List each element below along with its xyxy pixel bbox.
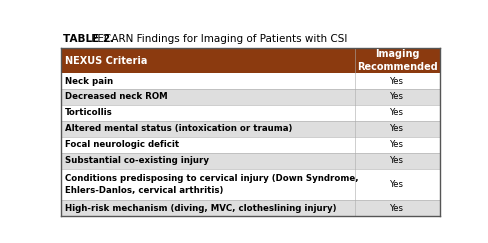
Bar xyxy=(61,73,439,89)
Text: High-risk mechanism (diving, MVC, clotheslining injury): High-risk mechanism (diving, MVC, clothe… xyxy=(65,204,336,213)
Bar xyxy=(61,89,439,105)
Bar xyxy=(61,105,439,121)
Text: Conditions predisposing to cervical injury (Down Syndrome,
Ehlers-Danlos, cervic: Conditions predisposing to cervical inju… xyxy=(65,174,358,194)
Bar xyxy=(61,137,439,153)
Text: PECARN Findings for Imaging of Patients with CSI: PECARN Findings for Imaging of Patients … xyxy=(88,34,347,43)
Bar xyxy=(61,169,439,200)
Bar xyxy=(61,200,439,216)
Text: Yes: Yes xyxy=(389,180,404,189)
Text: Imaging
Recommended: Imaging Recommended xyxy=(356,49,437,72)
Text: Yes: Yes xyxy=(389,156,404,165)
Text: NEXUS Criteria: NEXUS Criteria xyxy=(65,55,147,66)
Text: Yes: Yes xyxy=(389,140,404,149)
Text: Focal neurologic deficit: Focal neurologic deficit xyxy=(65,140,179,149)
Text: Yes: Yes xyxy=(389,93,404,102)
Text: Yes: Yes xyxy=(389,204,404,213)
Text: Decreased neck ROM: Decreased neck ROM xyxy=(65,93,167,102)
Text: Substantial co-existing injury: Substantial co-existing injury xyxy=(65,156,208,165)
Bar xyxy=(61,153,439,169)
Text: Yes: Yes xyxy=(389,77,404,86)
Bar xyxy=(61,121,439,137)
Text: Altered mental status (intoxication or trauma): Altered mental status (intoxication or t… xyxy=(65,124,292,133)
Text: Neck pain: Neck pain xyxy=(65,77,113,86)
Bar xyxy=(61,48,439,73)
Text: Yes: Yes xyxy=(389,124,404,133)
Text: TABLE 2.: TABLE 2. xyxy=(63,34,114,43)
Text: Torticollis: Torticollis xyxy=(65,108,112,117)
Text: Yes: Yes xyxy=(389,108,404,117)
